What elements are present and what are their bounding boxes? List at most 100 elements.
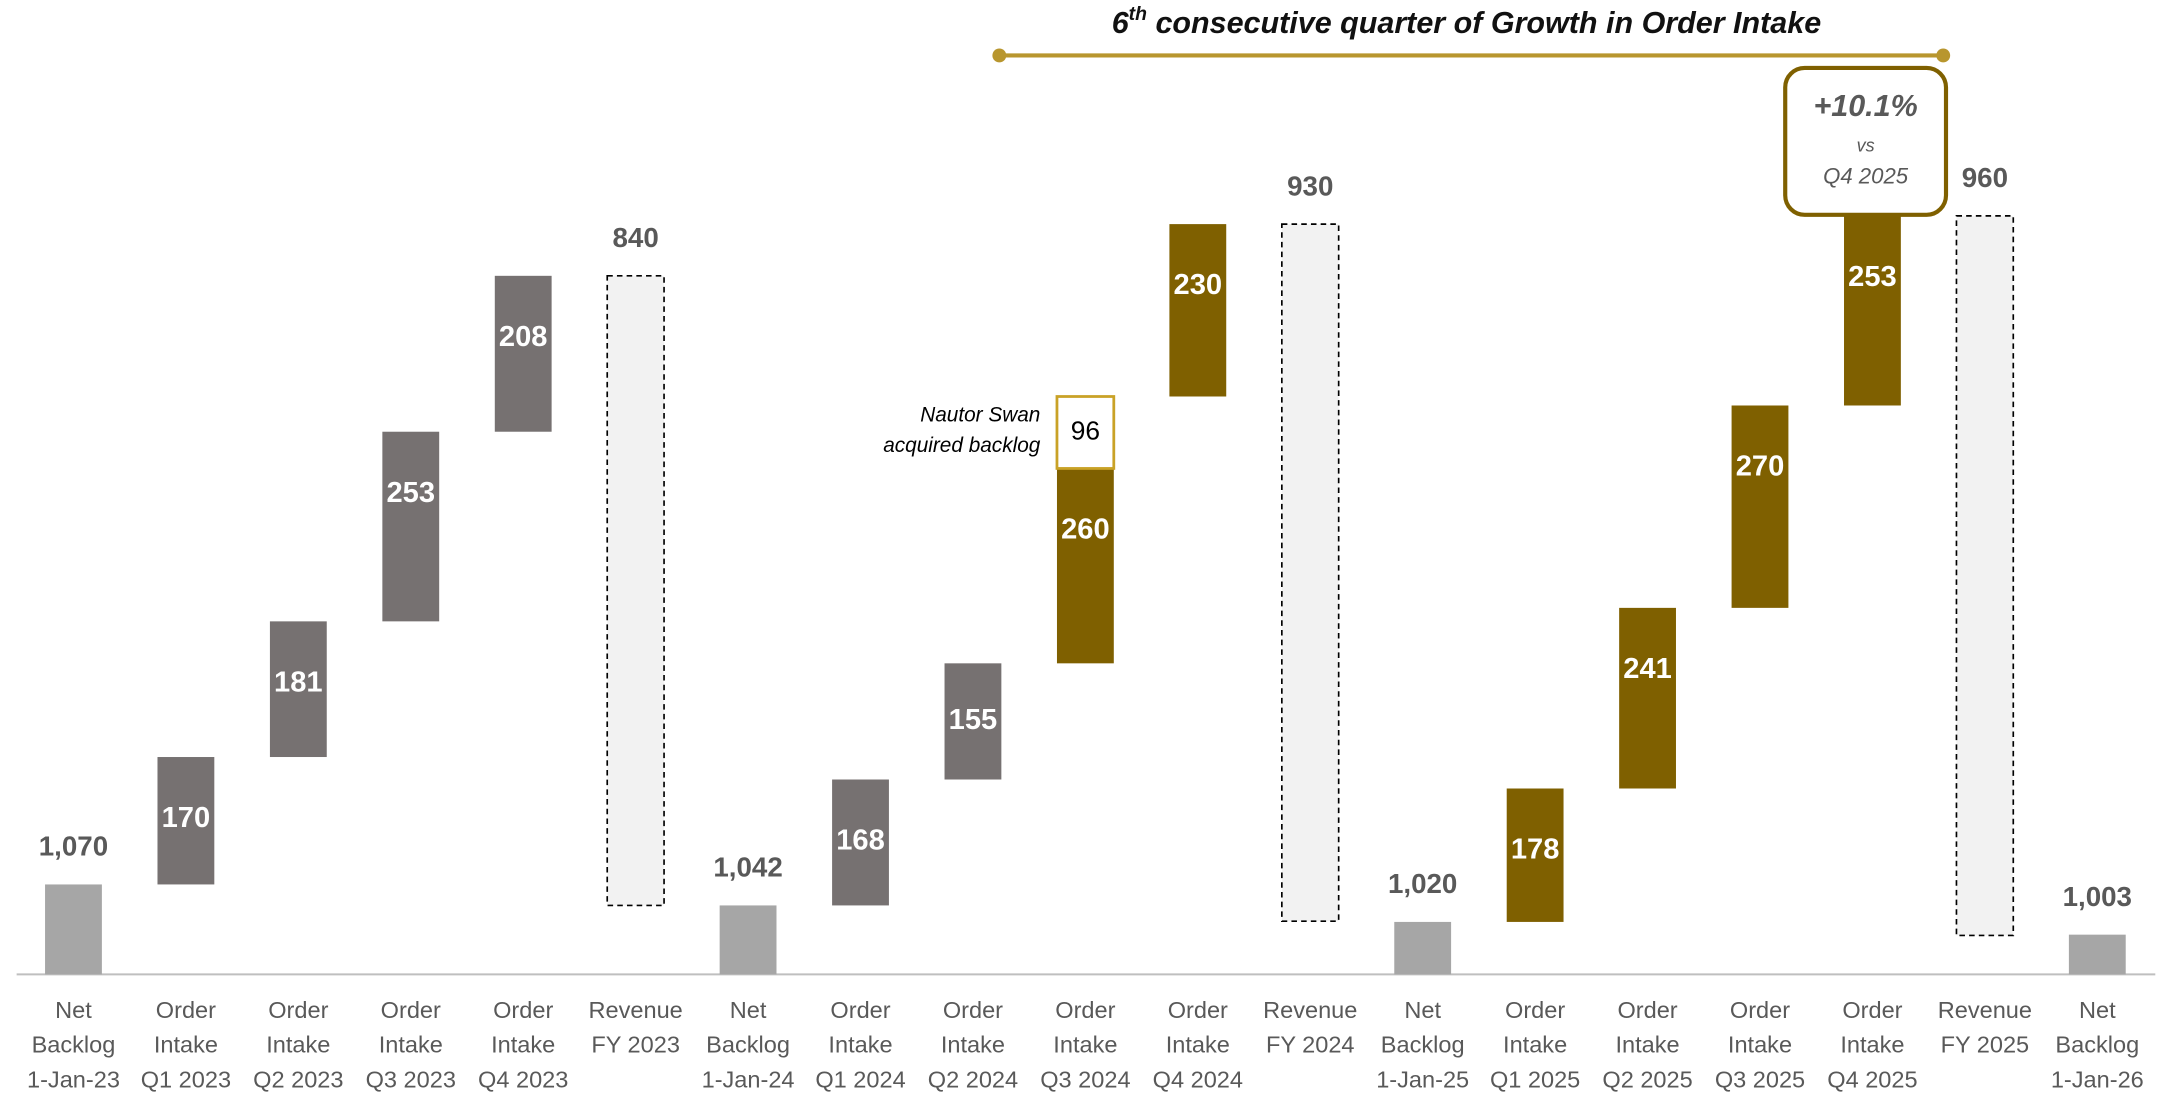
x-tick-label: Q2 2023 (253, 1066, 343, 1092)
x-tick-label: Order (1055, 997, 1115, 1023)
x-tick-label: Intake (1728, 1032, 1792, 1058)
x-tick-label: Intake (491, 1032, 555, 1058)
x-tick-label: Backlog (2055, 1032, 2139, 1058)
acquired-note: acquired backlog (883, 434, 1041, 457)
data-label: 168 (836, 825, 885, 857)
data-label: 253 (386, 477, 435, 509)
intake-bar (832, 779, 889, 906)
title-line-dot (1936, 48, 1951, 63)
backlog-bar (719, 905, 777, 975)
revenue-bar (1281, 223, 1340, 923)
title-sup: th (1129, 3, 1147, 25)
acquired-label: 96 (1071, 415, 1100, 445)
revenue-bar (606, 274, 665, 907)
x-tick-label: Order (943, 997, 1003, 1023)
x-tick-label: FY 2023 (591, 1032, 680, 1058)
data-label: 178 (1511, 834, 1560, 866)
x-tick-label: Q1 2025 (1490, 1066, 1580, 1092)
data-label: 1,003 (2063, 881, 2132, 912)
data-label: 170 (162, 802, 211, 834)
x-tick-label: Intake (379, 1032, 443, 1058)
intake-bar (944, 663, 1002, 780)
callout-text: Q4 2025 (1823, 163, 1909, 188)
x-tick-label: FY 2025 (1941, 1032, 2030, 1058)
intake-bar (1844, 215, 1901, 406)
intake-bar (157, 757, 215, 885)
x-tick-label: Intake (941, 1032, 1005, 1058)
data-label: 230 (1174, 269, 1223, 301)
intake-bar (382, 431, 440, 622)
data-label: 840 (613, 222, 659, 253)
x-tick-label: FY 2024 (1266, 1032, 1355, 1058)
chart-title: 6th consecutive quarter of Growth in Ord… (1112, 3, 1822, 40)
x-tick-label: Q1 2023 (141, 1066, 231, 1092)
x-tick-label: Intake (828, 1032, 892, 1058)
intake-bar (494, 275, 552, 432)
data-label: 208 (499, 321, 548, 353)
data-label: 155 (949, 704, 998, 736)
data-label: 960 (1962, 162, 2008, 193)
callout-text: vs (1857, 136, 1875, 156)
intake-bar (1619, 607, 1676, 789)
data-label: 1,070 (39, 831, 108, 862)
x-tick-label: Order (1842, 997, 1902, 1023)
intake-bar (1056, 468, 1114, 664)
x-tick-label: Revenue (1263, 997, 1357, 1023)
x-tick-label: Order (493, 997, 553, 1023)
x-tick-label: Q3 2024 (1040, 1066, 1130, 1092)
x-tick-label: Backlog (32, 1032, 116, 1058)
x-tick-label: Q4 2024 (1153, 1066, 1243, 1092)
x-tick-label: Net (55, 997, 92, 1023)
x-tick-label: Intake (1503, 1032, 1567, 1058)
x-tick-label: Intake (1615, 1032, 1679, 1058)
x-tick-label: Net (1404, 997, 1441, 1023)
x-tick-label: Net (730, 997, 767, 1023)
revenue-bar (1955, 215, 2015, 937)
intake-bar (1169, 224, 1227, 397)
x-tick-label: Q4 2023 (478, 1066, 568, 1092)
x-tick-label: Order (1617, 997, 1677, 1023)
x-tick-label: Intake (154, 1032, 218, 1058)
x-tick-label: Revenue (1938, 997, 2032, 1023)
data-label: 241 (1623, 653, 1672, 685)
title-line-dot (992, 48, 1007, 63)
callout-box (1783, 65, 1949, 217)
x-tick-label: Order (381, 997, 441, 1023)
acquired-note: Nautor Swan (920, 403, 1040, 426)
x-tick-label: Order (268, 997, 328, 1023)
x-tick-label: Q2 2025 (1602, 1066, 1692, 1092)
intake-bar (1731, 405, 1789, 608)
acquired-bar (1055, 395, 1116, 470)
intake-bar (269, 621, 327, 758)
x-tick-label: Q2 2024 (928, 1066, 1018, 1092)
x-tick-label: Order (1168, 997, 1228, 1023)
x-tick-label: Revenue (589, 997, 683, 1023)
x-tick-label: Net (2079, 997, 2116, 1023)
x-tick-label: Order (830, 997, 890, 1023)
x-tick-label: Q1 2024 (815, 1066, 905, 1092)
data-label: 930 (1287, 170, 1333, 201)
data-label: 181 (274, 666, 323, 698)
x-tick-label: Q3 2025 (1715, 1066, 1805, 1092)
data-label: 1,020 (1388, 868, 1457, 899)
x-tick-label: Intake (1053, 1032, 1117, 1058)
data-label: 260 (1061, 514, 1110, 546)
x-tick-label: Backlog (1381, 1032, 1465, 1058)
backlog-bar (1394, 921, 1452, 975)
x-tick-label: Intake (1166, 1032, 1230, 1058)
backlog-bar (2068, 934, 2126, 975)
data-label: 1,042 (713, 852, 782, 883)
data-label: 253 (1848, 261, 1897, 293)
intake-bar (1506, 788, 1564, 922)
x-tick-label: Order (1505, 997, 1565, 1023)
x-tick-label: Q3 2023 (366, 1066, 456, 1092)
x-tick-label: 1-Jan-24 (702, 1066, 795, 1092)
title-text: consecutive quarter of Growth in Order I… (1147, 6, 1821, 40)
x-tick-label: Backlog (706, 1032, 790, 1058)
x-tick-label: Order (1730, 997, 1790, 1023)
data-label: 270 (1736, 451, 1785, 483)
title-number: 6 (1112, 6, 1130, 40)
x-tick-label: Intake (1840, 1032, 1904, 1058)
backlog-bar (45, 884, 102, 975)
